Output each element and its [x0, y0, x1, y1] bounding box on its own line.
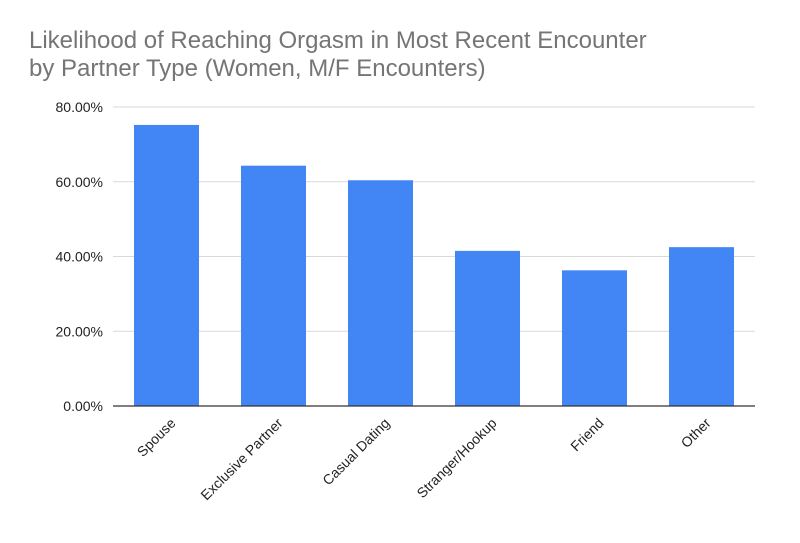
y-tick-label: 0.00% [63, 398, 103, 414]
chart-title: Likelihood of Reaching Orgasm in Most Re… [29, 27, 647, 83]
chart-title-line-2: by Partner Type (Women, M/F Encounters) [29, 55, 486, 82]
bars [134, 124, 734, 406]
x-tick-label: Spouse [134, 415, 179, 460]
bar-exclusive-partner [241, 165, 306, 406]
bar-stranger-hookup [455, 250, 520, 406]
x-tick-label: Other [678, 415, 714, 451]
gridlines [113, 106, 755, 332]
x-tick-label: Friend [567, 415, 606, 454]
y-axis-tick-labels: 0.00% 20.00% 40.00% 60.00% 80.00% [56, 99, 103, 414]
y-tick-label: 20.00% [56, 323, 103, 339]
x-tick-label: Exclusive Partner [197, 415, 286, 504]
bar-other [669, 247, 734, 406]
x-tick-label: Casual Dating [319, 415, 392, 488]
bar-friend [562, 270, 627, 406]
bar-spouse [134, 124, 199, 406]
x-tick-label: Stranger/Hookup [413, 415, 499, 501]
chart-title-line-1: Likelihood of Reaching Orgasm in Most Re… [29, 27, 647, 54]
y-tick-label: 60.00% [56, 174, 103, 190]
x-axis-tick-labels: Spouse Exclusive Partner Casual Dating Stra… [134, 415, 714, 504]
y-tick-label: 40.00% [56, 249, 103, 265]
y-tick-label: 80.00% [56, 99, 103, 115]
bar-casual-dating [348, 180, 413, 406]
